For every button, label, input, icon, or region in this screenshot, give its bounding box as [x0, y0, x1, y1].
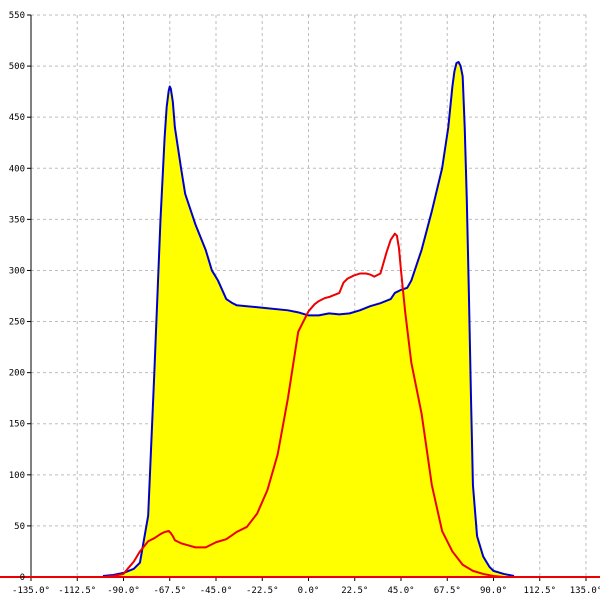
y-tick-label: 0	[20, 573, 25, 583]
series-line-2	[102, 232, 515, 578]
y-tick-label: 100	[9, 471, 25, 481]
x-tick-label: 45.0°	[387, 586, 414, 596]
x-tick-label: 112.5°	[523, 586, 556, 596]
y-tick-label: 200	[9, 369, 25, 379]
series-layer	[102, 61, 515, 578]
axis-layer	[0, 14, 600, 581]
x-tick-label: 135.0°	[570, 586, 600, 596]
y-tick-label: 150	[9, 420, 25, 430]
y-tick-label: 500	[9, 62, 25, 72]
x-tick-label: -67.5°	[153, 586, 186, 596]
x-tick-label: 22.5°	[341, 586, 368, 596]
x-tick-label: -90.0°	[107, 586, 140, 596]
x-tick-label: 0.0°	[298, 586, 320, 596]
x-tick-label: -45.0°	[200, 586, 233, 596]
x-tick-label: -112.5°	[58, 586, 96, 596]
y-tick-label: 50	[14, 522, 25, 532]
series-line-1	[102, 61, 515, 577]
x-tick-label: 67.5°	[434, 586, 461, 596]
y-tick-label: 250	[9, 318, 25, 328]
y-tick-label: 350	[9, 215, 25, 225]
fill-layer	[102, 62, 515, 577]
x-tick-label: -22.5°	[246, 586, 279, 596]
label-layer: -135.0° -112.5° -90.0° -67.5° -45.0° -22.5° 0.…	[9, 11, 600, 596]
area-fill	[102, 62, 515, 577]
y-tick-label: 400	[9, 164, 25, 174]
x-tick-label: 90.0°	[480, 586, 507, 596]
y-tick-label: 550	[9, 11, 25, 21]
x-tick-label: -135.0°	[12, 586, 50, 596]
y-tick-label: 450	[9, 113, 25, 123]
y-tick-label: 300	[9, 266, 25, 276]
